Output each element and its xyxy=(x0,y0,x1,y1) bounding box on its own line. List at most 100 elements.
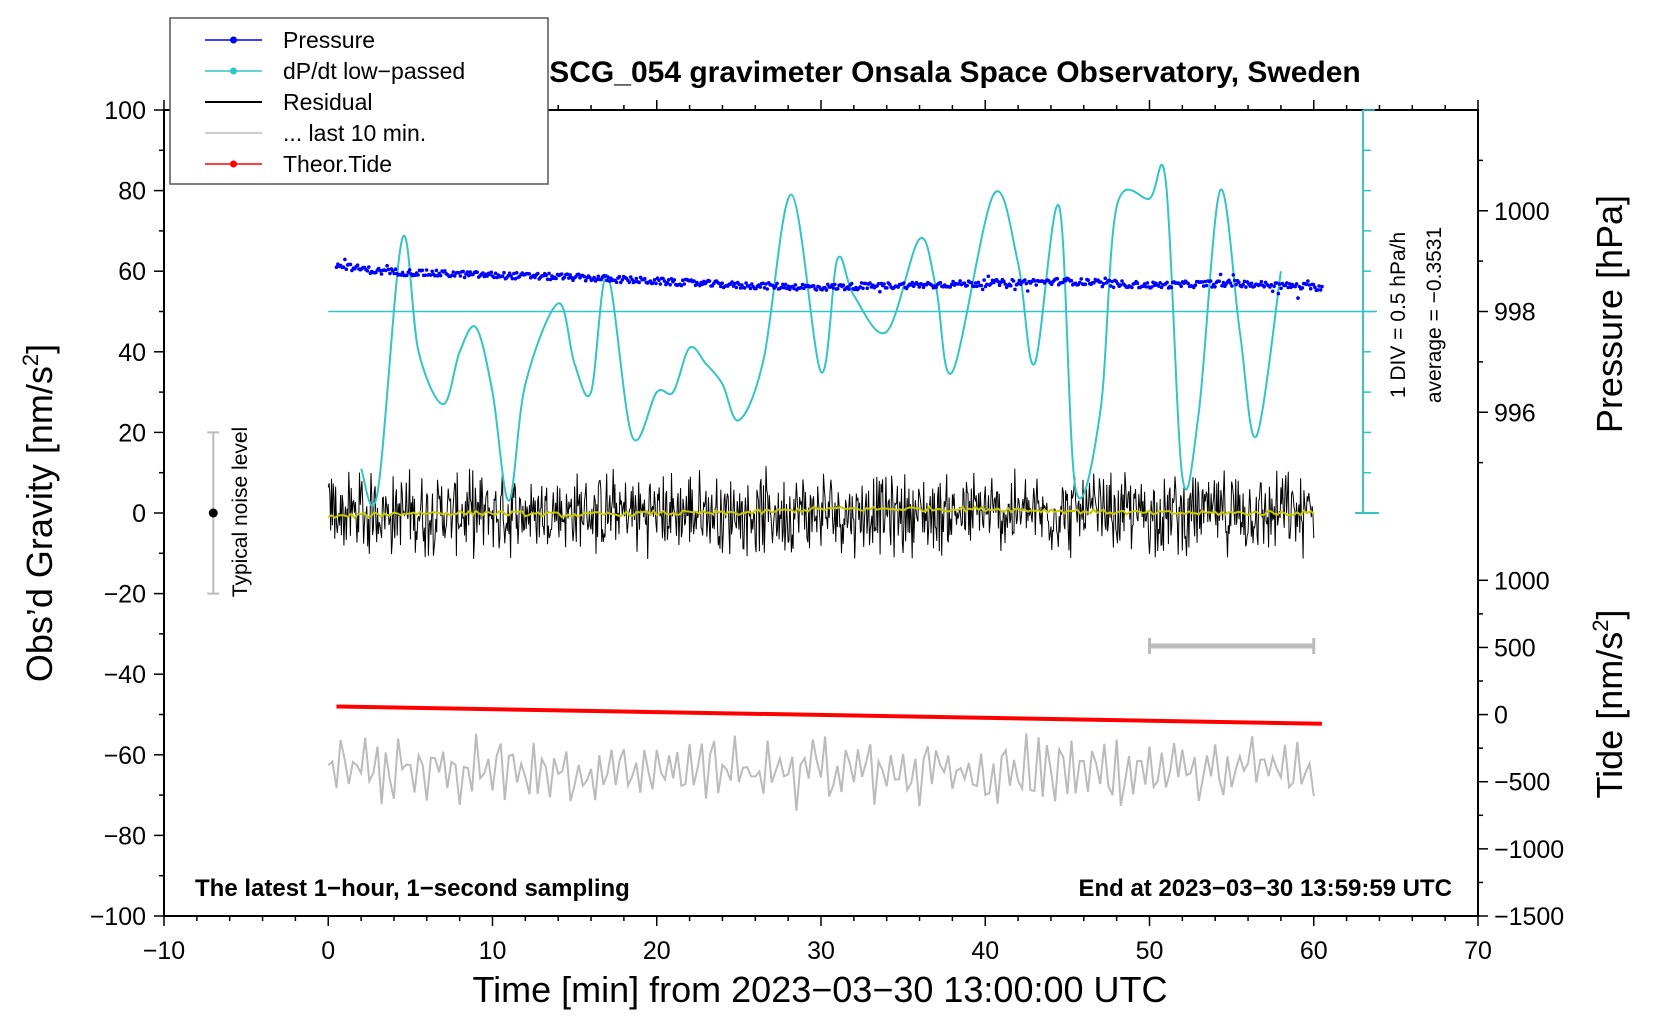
pressure-point xyxy=(657,278,661,283)
pressure-point xyxy=(902,281,906,285)
pressure-point xyxy=(544,273,548,278)
pressure-point xyxy=(485,274,489,278)
pressure-point xyxy=(1200,280,1205,284)
pressure-point xyxy=(489,270,494,275)
pressure-point xyxy=(1149,285,1154,289)
pressure-point xyxy=(400,270,405,275)
pressure-point xyxy=(654,281,658,286)
pressure-point xyxy=(761,281,765,286)
pressure-point xyxy=(985,282,989,287)
x-tick-label: −10 xyxy=(143,937,185,965)
pressure-point xyxy=(800,282,805,287)
pressure-point xyxy=(1318,288,1323,292)
pressure-point xyxy=(651,281,655,285)
pressure-point xyxy=(1034,283,1038,287)
pressure-point xyxy=(824,288,829,292)
pressure-point xyxy=(405,273,409,278)
pressure-point xyxy=(859,281,864,285)
pressure-point xyxy=(1231,273,1236,277)
pressure-point xyxy=(782,285,786,290)
pressure-tick-label: 996 xyxy=(1494,399,1536,427)
pressure-point xyxy=(1165,280,1169,285)
pressure-point xyxy=(793,283,798,287)
pressure-point xyxy=(864,281,868,286)
pressure-point xyxy=(748,286,753,291)
pressure-point xyxy=(429,273,433,277)
pressure-point xyxy=(665,280,670,285)
pressure-point xyxy=(802,286,806,291)
pressure-point xyxy=(493,271,498,276)
pressure-point xyxy=(344,267,349,272)
pressure-point xyxy=(379,272,384,276)
pressure-point xyxy=(1228,281,1233,285)
pressure-point xyxy=(938,281,943,285)
pressure-point xyxy=(835,286,840,291)
y-axis-label-tide: Tide [nm/s2] xyxy=(1588,610,1630,799)
pressure-point xyxy=(462,275,467,280)
pressure-point xyxy=(831,286,836,290)
pressure-point xyxy=(920,282,924,287)
x-tick-label: 20 xyxy=(643,937,671,965)
pressure-point xyxy=(1110,279,1114,284)
pressure-point xyxy=(365,269,370,273)
pressure-point xyxy=(343,257,347,262)
pressure-point xyxy=(1092,281,1096,285)
footer-left-note: The latest 1−hour, 1−second sampling xyxy=(195,875,630,902)
pressure-point xyxy=(826,282,830,287)
pressure-point xyxy=(882,282,886,286)
pressure-series xyxy=(334,257,1324,300)
pressure-point xyxy=(744,281,748,285)
pressure-point xyxy=(1285,281,1289,285)
pressure-point xyxy=(1055,276,1060,281)
pressure-point xyxy=(1242,279,1247,284)
pressure-point xyxy=(1193,283,1198,288)
pressure-point xyxy=(1061,280,1065,285)
pressure-point xyxy=(1002,279,1006,284)
pressure-point xyxy=(737,282,741,287)
pressure-point xyxy=(458,274,463,278)
pressure-point xyxy=(334,265,339,270)
pressure-point xyxy=(1120,279,1124,283)
pressure-point xyxy=(697,283,702,288)
residual-series-line xyxy=(327,466,1315,560)
pressure-point xyxy=(576,272,581,277)
pressure-point xyxy=(1311,282,1316,287)
pressure-point xyxy=(513,277,518,281)
x-tick-label: 30 xyxy=(807,937,835,965)
pressure-point xyxy=(1203,279,1207,284)
pressure-point xyxy=(457,271,461,275)
legend-label: ... last 10 min. xyxy=(283,120,426,146)
pressure-point xyxy=(773,284,778,289)
pressure-point xyxy=(536,271,540,276)
pressure-point xyxy=(545,277,550,282)
pressure-point xyxy=(1221,280,1226,285)
pressure-point xyxy=(1230,284,1234,288)
pressure-point xyxy=(514,271,519,275)
pressure-point xyxy=(614,280,619,285)
y-tick-label: 40 xyxy=(118,339,146,367)
pressure-point xyxy=(1308,286,1313,291)
pressure-point xyxy=(1159,285,1164,290)
pressure-point xyxy=(1156,284,1161,288)
pressure-point xyxy=(1259,279,1264,284)
pressure-point xyxy=(1220,283,1224,288)
dpdt-div-label: 1 DIV = 0.5 hPa/h xyxy=(1387,232,1410,398)
pressure-point xyxy=(917,285,922,289)
pressure-point xyxy=(1269,283,1274,287)
pressure-point xyxy=(682,282,686,286)
pressure-point xyxy=(786,284,791,289)
pressure-point xyxy=(972,284,976,289)
pressure-point xyxy=(509,274,513,278)
pressure-point xyxy=(606,275,610,280)
y-tick-label: 0 xyxy=(132,500,146,528)
pressure-point xyxy=(430,269,435,274)
pressure-point xyxy=(1003,282,1007,286)
x-tick-label: 60 xyxy=(1300,937,1328,965)
pressure-point xyxy=(475,270,480,275)
pressure-point xyxy=(775,281,779,286)
pressure-point xyxy=(878,289,882,294)
pressure-point xyxy=(1151,280,1155,285)
pressure-point xyxy=(393,267,398,272)
legend-label: Pressure xyxy=(283,27,375,53)
